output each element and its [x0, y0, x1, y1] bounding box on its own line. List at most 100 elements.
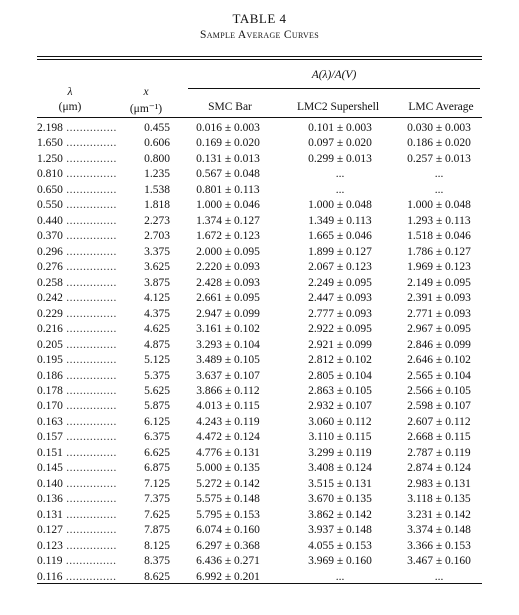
lmc-average-cell: 3.467 ± 0.160: [407, 555, 471, 568]
table-caption: Sample Average Curves: [200, 29, 319, 41]
smc-bar-cell: 1.000 ± 0.046: [196, 199, 260, 212]
lambda-header: λ: [67, 86, 73, 98]
lmc-average-cell: 0.186 ± 0.020: [407, 137, 471, 150]
smc-bar-cell: 1.374 ± 0.127: [196, 214, 260, 227]
lmc2-supershell-cell: 2.249 ± 0.095: [308, 276, 372, 289]
top-rule: [37, 56, 482, 57]
x-cell: 5.625: [144, 384, 170, 397]
dot-leader: ........................................…: [66, 245, 117, 258]
table-row: 0.163 ..................................…: [0, 416, 519, 431]
lmc2-supershell-cell: 0.097 ± 0.020: [308, 137, 372, 150]
dot-leader: ........................................…: [66, 415, 117, 428]
smc-bar-cell: 3.489 ± 0.105: [196, 354, 260, 367]
dot-leader: ........................................…: [66, 261, 117, 274]
x-cell: 6.625: [144, 446, 170, 459]
lambda-cell: 0.170 ..................................…: [37, 400, 117, 412]
lambda-cell: 0.163 ..................................…: [37, 416, 117, 428]
lmc2-supershell-cell: 3.862 ± 0.142: [308, 508, 372, 521]
lambda-cell: 0.258 ..................................…: [37, 277, 117, 289]
lambda-cell: 0.810 ..................................…: [37, 168, 117, 180]
lambda-cell: 0.186 ..................................…: [37, 370, 117, 382]
table-row: 0.178 ..................................…: [0, 385, 519, 400]
lmc-average-cell: 3.374 ± 0.148: [407, 524, 471, 537]
x-cell: 3.875: [144, 276, 170, 289]
table-row: 0.195 ..................................…: [0, 354, 519, 369]
lambda-value: 0.650: [37, 183, 63, 196]
extinction-group-header: A(λ)/A(V): [311, 69, 357, 81]
table-row: 0.258 ..................................…: [0, 277, 519, 292]
lmc-average-cell: 1.786 ± 0.127: [407, 245, 471, 258]
lmc2-supershell-header: LMC2 Supershell: [296, 101, 380, 113]
lmc2-supershell-cell: 1.349 ± 0.113: [308, 214, 372, 227]
lmc2-supershell-cell: 3.515 ± 0.131: [308, 477, 372, 490]
lmc-average-cell: 1.969 ± 0.123: [407, 261, 471, 274]
table-row: 0.127 ..................................…: [0, 524, 519, 539]
table-row: 0.229 ..................................…: [0, 308, 519, 323]
table-row: 0.140 ..................................…: [0, 478, 519, 493]
lambda-value: 0.276: [37, 261, 63, 274]
dot-leader: ........................................…: [66, 122, 117, 134]
lmc-average-cell: 2.391 ± 0.093: [407, 292, 471, 305]
lmc-average-cell: 1.000 ± 0.048: [407, 199, 471, 212]
lambda-value: 0.123: [37, 539, 63, 552]
dot-leader: ........................................…: [66, 539, 117, 552]
smc-bar-cell: 3.637 ± 0.107: [196, 369, 260, 382]
lambda-value: 0.242: [37, 292, 63, 305]
lambda-cell: 0.157 ..................................…: [37, 431, 117, 443]
table-body: 2.198 ..................................…: [0, 122, 519, 586]
smc-bar-cell: 2.220 ± 0.093: [196, 261, 260, 274]
lambda-value: 0.136: [37, 493, 63, 506]
lambda-cell: 0.123 ..................................…: [37, 540, 117, 552]
lambda-value: 0.205: [37, 338, 63, 351]
lambda-value: 0.116: [37, 570, 63, 583]
table-row: 0.136 ..................................…: [0, 493, 519, 508]
lmc-average-cell: 2.771 ± 0.093: [407, 307, 471, 320]
x-cell: 3.375: [144, 245, 170, 258]
lmc-average-cell: 0.257 ± 0.013: [407, 152, 471, 165]
lambda-cell: 0.195 ..................................…: [37, 354, 117, 366]
x-cell: 1.538: [144, 183, 170, 196]
lmc-average-cell: 2.983 ± 0.131: [407, 477, 471, 490]
x-cell: 5.125: [144, 354, 170, 367]
lmc-average-cell: 2.566 ± 0.105: [407, 384, 471, 397]
dot-leader: ........................................…: [66, 183, 117, 196]
x-cell: 4.375: [144, 307, 170, 320]
lambda-cell: 0.242 ..................................…: [37, 292, 117, 304]
dot-leader: ........................................…: [66, 446, 117, 459]
lambda-value: 0.810: [37, 168, 63, 181]
dot-leader: ........................................…: [66, 214, 117, 227]
dot-leader: ........................................…: [66, 354, 117, 367]
lambda-cell: 0.229 ..................................…: [37, 308, 117, 320]
lambda-value: 0.550: [37, 199, 63, 212]
lambda-cell: 0.205 ..................................…: [37, 339, 117, 351]
smc-bar-cell: 4.013 ± 0.115: [196, 400, 260, 413]
lmc-average-cell: 2.598 ± 0.107: [407, 400, 471, 413]
table-row: 0.123 ..................................…: [0, 540, 519, 555]
table-row: 0.205 ..................................…: [0, 339, 519, 354]
lmc-average-cell: ...: [434, 168, 444, 181]
smc-bar-cell: 0.131 ± 0.013: [196, 152, 260, 165]
table-row: 0.440 ..................................…: [0, 215, 519, 230]
lmc-average-cell: 2.668 ± 0.115: [407, 431, 471, 444]
x-unit-header: (μm⁻¹): [129, 103, 163, 115]
lambda-value: 0.127: [37, 524, 63, 537]
lambda-cell: 0.136 ..................................…: [37, 493, 117, 505]
smc-bar-cell: 5.272 ± 0.142: [196, 477, 260, 490]
lambda-cell: 2.198 ..................................…: [37, 122, 117, 134]
x-cell: 8.125: [144, 539, 170, 552]
dot-leader: ........................................…: [66, 292, 117, 305]
header-rule: [37, 117, 482, 118]
dot-leader: ........................................…: [66, 230, 117, 243]
lambda-value: 0.186: [37, 369, 63, 382]
smc-bar-cell: 4.243 ± 0.119: [196, 415, 260, 428]
x-cell: 4.875: [144, 338, 170, 351]
lambda-cell: 0.650 ..................................…: [37, 184, 117, 196]
x-cell: 2.703: [144, 230, 170, 243]
table-row: 0.550 ..................................…: [0, 199, 519, 214]
lmc2-supershell-cell: 0.101 ± 0.003: [308, 122, 372, 134]
lambda-value: 0.195: [37, 354, 63, 367]
lmc-average-cell: 2.149 ± 0.095: [407, 276, 471, 289]
smc-bar-cell: 2.661 ± 0.095: [196, 292, 260, 305]
x-cell: 7.375: [144, 493, 170, 506]
